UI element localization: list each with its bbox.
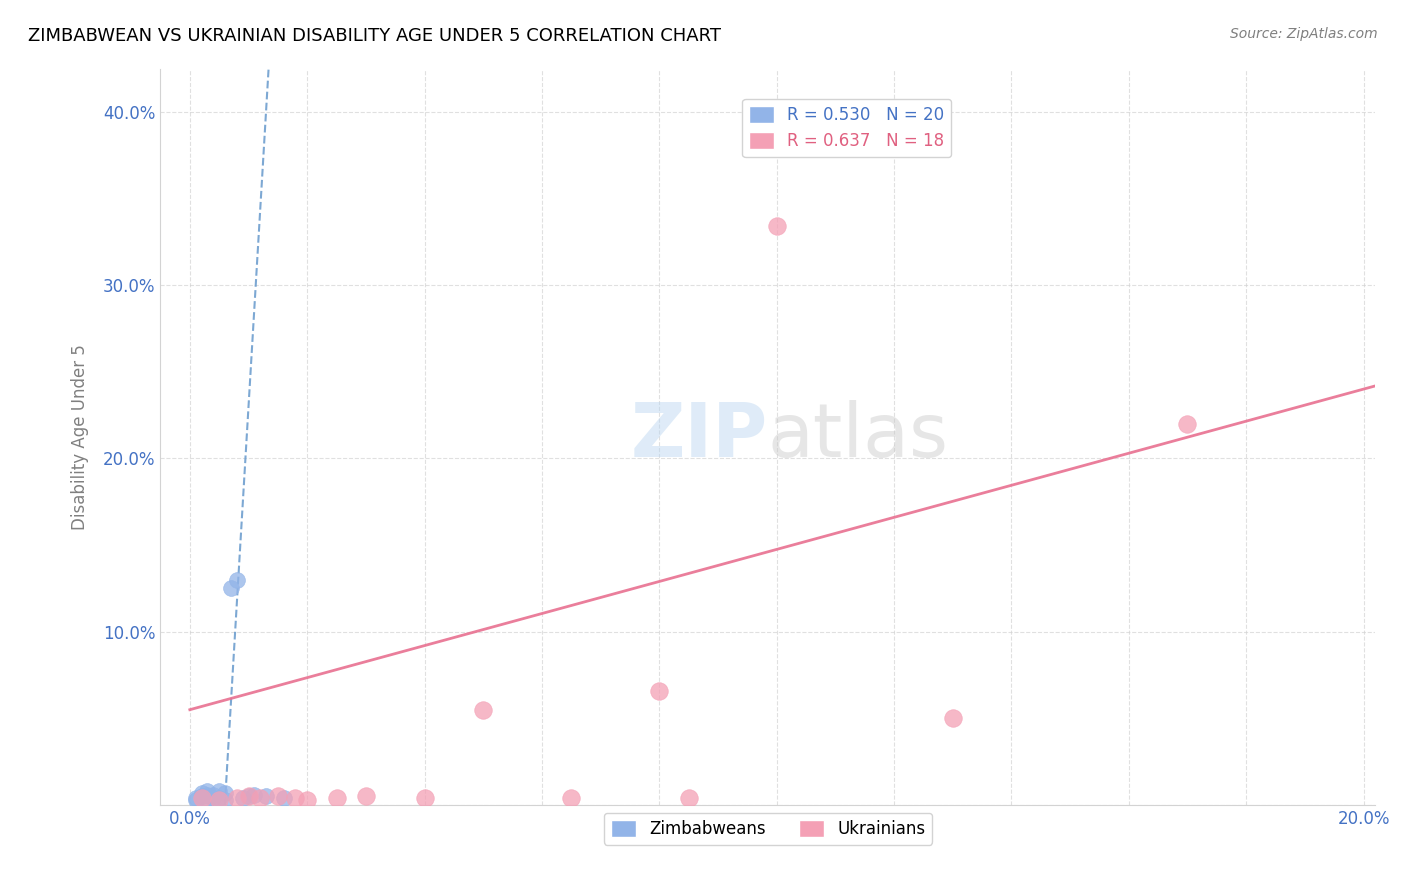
Text: ZIP: ZIP [631,401,768,474]
Point [1177,417,1199,431]
Point [197,793,219,807]
Point [238,789,260,804]
Point [184,791,207,805]
Point [273,791,295,805]
Point [765,219,787,234]
Point [214,786,236,800]
Point [942,711,965,725]
Point [197,784,219,798]
Point [202,791,225,805]
Point [184,793,207,807]
Point [413,791,436,805]
Point [208,784,231,798]
Point [254,789,277,804]
Point [202,788,225,802]
Point [190,786,212,800]
Point [238,789,260,804]
Point [243,788,266,802]
Point [190,789,212,804]
Point [232,791,254,805]
Point [325,791,347,805]
Point [354,789,377,804]
Text: Source: ZipAtlas.com: Source: ZipAtlas.com [1230,27,1378,41]
Point [225,573,247,587]
Point [678,791,700,805]
Point [197,788,219,802]
Point [190,791,212,805]
Point [208,793,231,807]
Point [295,793,318,807]
Point [648,683,671,698]
Point [214,793,236,807]
Point [249,791,271,805]
Text: ZIMBABWEAN VS UKRAINIAN DISABILITY AGE UNDER 5 CORRELATION CHART: ZIMBABWEAN VS UKRAINIAN DISABILITY AGE U… [28,27,721,45]
Point [219,582,242,596]
Point [267,789,290,804]
Point [225,791,247,805]
Point [208,791,231,805]
Text: atlas: atlas [768,401,949,474]
Point [472,703,495,717]
Point [560,791,582,805]
Legend: Zimbabweans, Ukrainians: Zimbabweans, Ukrainians [603,813,932,845]
Point [284,791,307,805]
Y-axis label: Disability Age Under 5: Disability Age Under 5 [72,343,89,530]
